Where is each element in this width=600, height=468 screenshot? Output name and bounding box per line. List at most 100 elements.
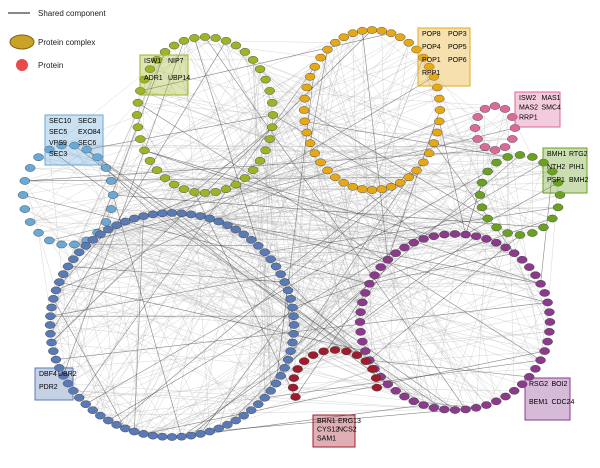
node bbox=[265, 87, 275, 94]
node bbox=[88, 236, 98, 243]
node bbox=[34, 229, 44, 236]
node bbox=[491, 239, 501, 246]
node bbox=[283, 356, 293, 363]
node bbox=[129, 215, 139, 222]
protein-label: NIP7 bbox=[168, 58, 184, 65]
node bbox=[265, 136, 275, 143]
node bbox=[524, 264, 534, 271]
edge bbox=[23, 195, 369, 284]
node bbox=[429, 140, 439, 147]
node bbox=[189, 34, 199, 41]
node bbox=[300, 95, 310, 102]
node bbox=[418, 159, 428, 166]
node bbox=[357, 186, 367, 193]
node bbox=[302, 129, 312, 136]
protein-label: VPS9 bbox=[49, 140, 67, 147]
node bbox=[288, 384, 298, 391]
node bbox=[348, 183, 358, 190]
node bbox=[316, 159, 326, 166]
protein-label: RRP1 bbox=[519, 114, 538, 121]
node bbox=[45, 313, 55, 320]
node bbox=[490, 102, 500, 109]
node bbox=[231, 226, 241, 233]
protein-label: MAS1 bbox=[542, 95, 561, 102]
node bbox=[271, 380, 281, 387]
node bbox=[330, 39, 340, 46]
edge bbox=[144, 216, 434, 408]
node bbox=[205, 428, 215, 435]
node bbox=[189, 188, 199, 195]
node bbox=[471, 404, 481, 411]
edge bbox=[49, 150, 284, 368]
protein-label: UBP14 bbox=[168, 75, 190, 82]
node bbox=[308, 352, 318, 359]
node bbox=[404, 174, 414, 181]
node bbox=[377, 186, 387, 193]
protein-label: SEC10 bbox=[49, 118, 71, 125]
node bbox=[48, 295, 58, 302]
edge bbox=[140, 91, 269, 139]
node bbox=[246, 407, 256, 414]
node bbox=[268, 111, 278, 118]
node bbox=[205, 215, 215, 222]
node bbox=[88, 407, 98, 414]
legend-label: Shared component bbox=[38, 9, 106, 18]
node bbox=[480, 143, 490, 150]
protein-label: PIH1 bbox=[569, 164, 585, 171]
node bbox=[169, 42, 179, 49]
node bbox=[20, 177, 30, 184]
node bbox=[267, 99, 277, 106]
node bbox=[108, 191, 118, 198]
protein-label: SMC4 bbox=[542, 105, 562, 112]
node bbox=[195, 430, 205, 437]
protein-label: SEC5 bbox=[49, 129, 67, 136]
node bbox=[395, 34, 405, 41]
node bbox=[409, 398, 419, 405]
node bbox=[179, 37, 189, 44]
node bbox=[18, 191, 28, 198]
node bbox=[339, 34, 349, 41]
node bbox=[391, 250, 401, 257]
node bbox=[356, 309, 366, 316]
node bbox=[289, 330, 299, 337]
node bbox=[266, 256, 276, 263]
node bbox=[357, 299, 367, 306]
node bbox=[120, 218, 130, 225]
protein-label: POP6 bbox=[448, 57, 467, 64]
node bbox=[167, 209, 177, 216]
node bbox=[255, 66, 265, 73]
protein-label: BMH2 bbox=[569, 177, 589, 184]
edge bbox=[68, 266, 375, 275]
protein-label: CDC24 bbox=[552, 399, 575, 406]
node bbox=[515, 151, 525, 158]
edge bbox=[108, 163, 543, 421]
protein-label: CYS12 bbox=[317, 427, 339, 434]
node bbox=[391, 387, 401, 394]
node bbox=[291, 393, 301, 400]
protein-label: PSP1 bbox=[547, 177, 565, 184]
node bbox=[222, 421, 232, 428]
node bbox=[45, 330, 55, 337]
node bbox=[139, 147, 149, 154]
node bbox=[357, 27, 367, 34]
node bbox=[103, 417, 113, 424]
node bbox=[253, 242, 263, 249]
node bbox=[319, 348, 329, 355]
node bbox=[74, 394, 84, 401]
node bbox=[316, 54, 326, 61]
node bbox=[501, 393, 511, 400]
node bbox=[289, 321, 299, 328]
node bbox=[129, 428, 139, 435]
node bbox=[267, 124, 277, 131]
node bbox=[322, 46, 332, 53]
node bbox=[540, 347, 550, 354]
node bbox=[376, 264, 386, 271]
node bbox=[475, 191, 485, 198]
node bbox=[517, 256, 527, 263]
node bbox=[200, 189, 210, 196]
node bbox=[461, 406, 471, 413]
node bbox=[276, 372, 286, 379]
node bbox=[112, 222, 122, 229]
node bbox=[148, 211, 158, 218]
